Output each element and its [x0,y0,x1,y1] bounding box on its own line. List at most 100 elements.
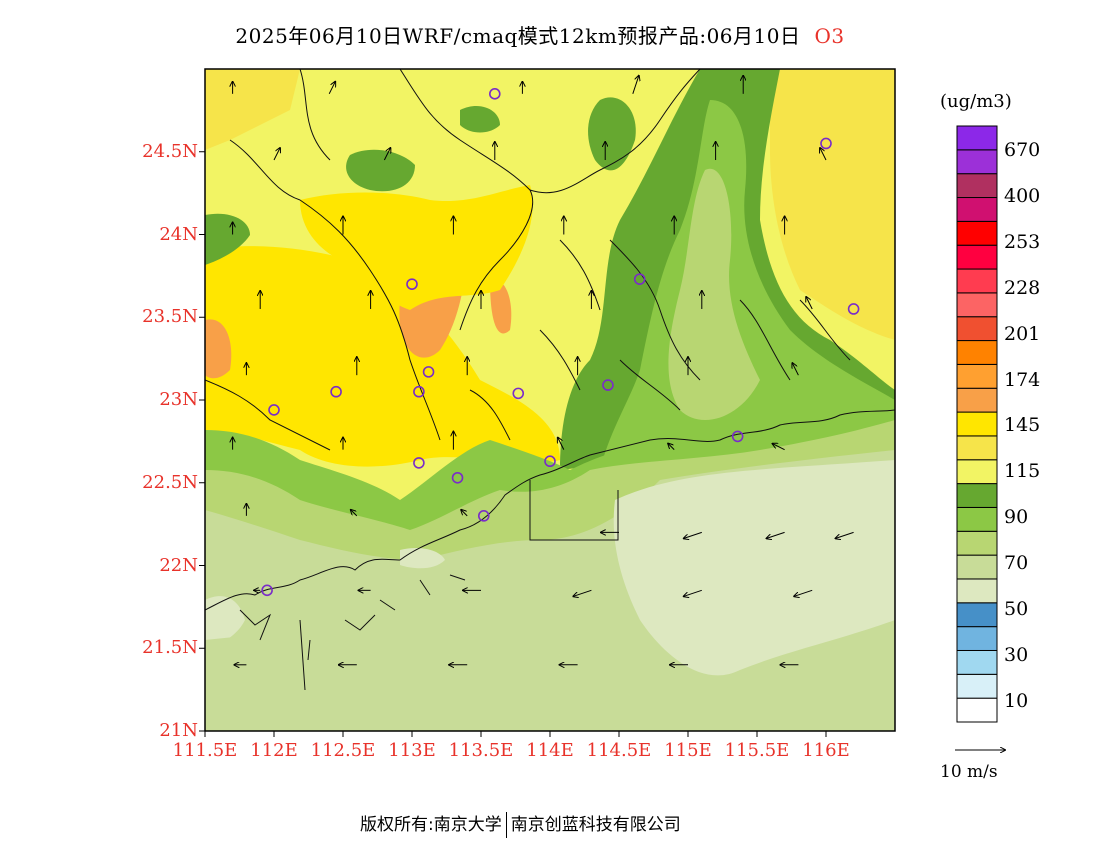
colorbar-label: 670 [1004,139,1041,161]
colorbar-unit: (ug/m3) [940,91,1012,112]
station-marker [488,88,501,100]
monitoring-stations [261,88,860,597]
colorbar-label: 228 [1004,277,1041,299]
wind-arrow [794,589,813,596]
station-marker [422,366,435,378]
wind-arrow [836,531,854,538]
lon-tick-label: 115E [664,740,712,761]
station-marker [268,404,280,416]
station-marker [847,303,860,315]
colorbar-swatch [956,578,998,604]
lat-tick-label: 23.5N [142,306,198,328]
colorbar-swatch [956,197,998,222]
lat-tick-label: 24.5N [142,140,198,162]
lat-tick-label: 21N [159,720,198,741]
wind-arrow [383,148,390,161]
station-marker [406,278,418,290]
station-marker [261,584,273,597]
station-marker [731,430,744,443]
station-marker [477,510,490,522]
wind-arrow [558,438,565,450]
wind-vector-field [233,76,854,665]
lon-tick-label: 112E [250,740,298,761]
wind-arrow [684,531,702,538]
lon-tick-label: 113.5E [448,740,514,761]
footer-separator [505,812,507,838]
station-marker [330,385,342,398]
colorbar-label: 115 [1004,460,1041,482]
wind-arrow [461,510,468,517]
lat-tick-label: 21.5N [142,637,198,659]
lat-tick-label: 24N [159,223,198,245]
colorbar-swatch [956,316,998,342]
station-marker [413,385,425,398]
wind-arrow [632,76,639,94]
station-marker [451,471,464,484]
wind-arrow [773,444,785,451]
wind-arrow [273,148,280,161]
colorbar-swatch [956,673,998,699]
colorbar-swatch [956,292,998,318]
colorbar-swatch [956,530,998,556]
o3-concentration-field [205,69,895,731]
wind-reference-label: 10 m/s [940,762,998,782]
wind-arrow [767,531,785,538]
colorbar-swatch [956,244,998,270]
wind-arrow [820,148,827,161]
colorbar-swatch [956,649,998,675]
lat-tick-label: 23N [159,389,198,410]
lat-tick-label: 22N [159,554,198,576]
lon-tick-label: 114E [526,740,574,761]
wind-arrow [668,444,675,451]
colorbar [956,125,998,723]
lat-tick-label: 22.5N [142,471,198,493]
colorbar-label: 50 [1004,598,1029,620]
station-marker [512,387,525,400]
colorbar-swatch [956,459,998,485]
colorbar-swatch [956,149,998,175]
lon-tick-label: 115.5E [724,740,790,761]
colorbar-label: 30 [1004,644,1029,666]
colorbar-swatch [956,602,998,628]
colorbar-label: 10 [1004,690,1029,712]
wind-arrow [806,297,813,310]
wind-arrow [328,82,335,95]
colorbar-swatch [956,411,998,437]
colorbar-swatch [956,697,998,723]
species-label: O3 [814,24,845,48]
colorbar-swatch [956,483,998,508]
colorbar-swatch [956,387,998,413]
colorbar-label: 70 [1004,552,1029,574]
wind-arrow [573,589,592,596]
station-marker [633,273,646,285]
lon-tick-label: 113E [388,740,436,761]
station-marker [544,455,556,468]
colorbar-swatch [956,363,998,389]
colorbar-label: 400 [1004,185,1041,207]
colorbar-label: 90 [1004,506,1029,528]
colorbar-swatch [956,435,998,461]
page-title: 2025年06月10日WRF/cmaq模式12km预报产品:06月10日 O3 [0,20,1080,49]
lon-tick-label: 114.5E [586,740,652,761]
footer-credits: 版权所有:南京大学 南京创蓝科技有限公司 [360,810,681,838]
wind-arrow [351,510,358,517]
station-marker [820,137,832,150]
colorbar-swatch [956,506,998,532]
colorbar-label: 253 [1004,231,1041,253]
colorbar-swatch [956,125,998,151]
station-marker [602,379,614,391]
lon-tick-label: 116E [802,740,850,761]
colorbar-swatch [956,173,998,199]
lon-tick-label: 112.5E [310,740,376,761]
axis-ticks [199,151,827,737]
colorbar-swatch [956,340,998,365]
wind-arrow [792,363,799,376]
colorbar-label: 201 [1004,323,1041,345]
station-marker [413,457,425,469]
colorbar-swatch [956,626,998,651]
colorbar-label: 174 [1004,369,1041,391]
coastline-and-boundaries [205,69,895,691]
colorbar-label: 145 [1004,414,1041,436]
title-text: 2025年06月10日WRF/cmaq模式12km预报产品:06月10日 [235,24,801,48]
